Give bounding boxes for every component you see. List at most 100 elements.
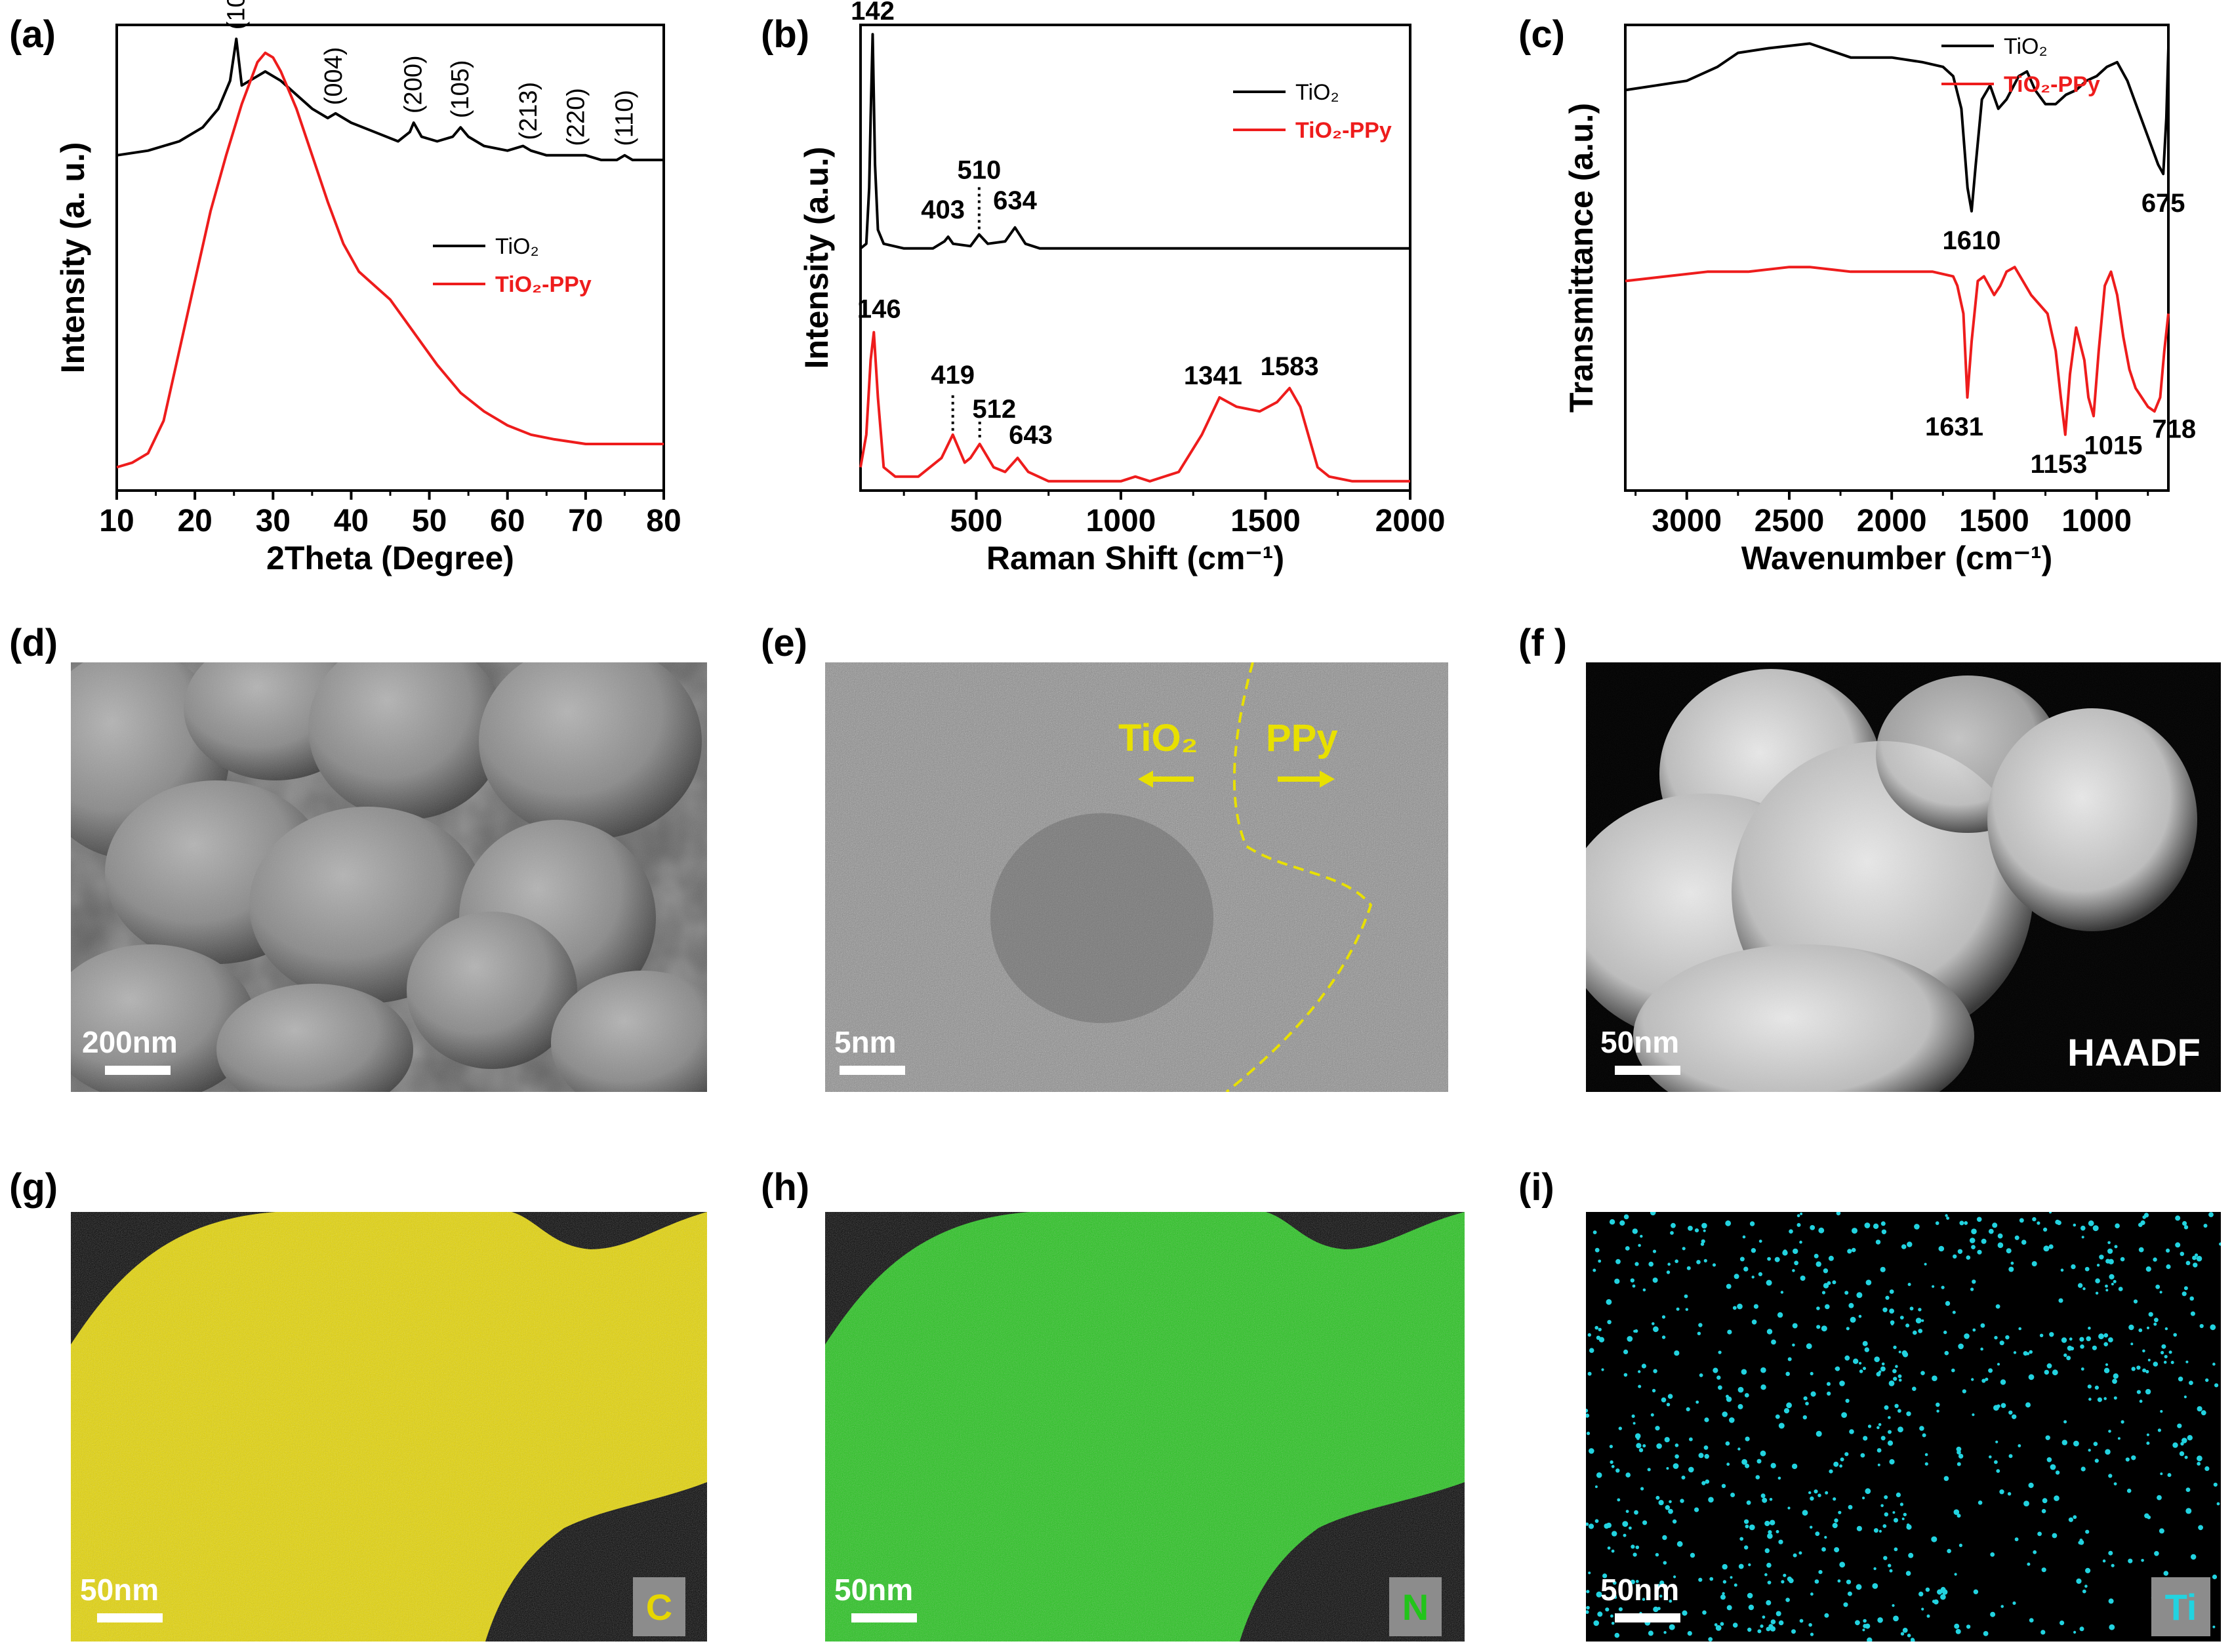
ti-signal-dot xyxy=(1596,1472,1602,1478)
ti-signal-dot xyxy=(1586,1413,1590,1418)
ti-signal-dot xyxy=(2079,1337,2084,1342)
ti-signal-dot xyxy=(2050,1464,2056,1470)
ti-signal-dot xyxy=(1884,1495,1888,1499)
legend-label: TiO₂-PPy xyxy=(1295,118,1392,143)
ti-signal-dot xyxy=(1664,1437,1670,1443)
ti-signal-dot xyxy=(1768,1530,1772,1535)
ti-signal-dot xyxy=(1892,1369,1897,1373)
ti-signal-dot xyxy=(1633,1422,1636,1425)
ti-signal-dot xyxy=(1877,1448,1882,1453)
panel-label-e: (e) xyxy=(761,622,807,664)
ti-signal-dot xyxy=(2109,1624,2115,1630)
ti-signal-dot xyxy=(1745,1463,1750,1468)
ti-signal-dot xyxy=(1687,1631,1692,1636)
ti-signal-dot xyxy=(2185,1260,2191,1266)
ti-signal-dot xyxy=(1690,1552,1695,1558)
element-label-n: N xyxy=(1402,1586,1429,1628)
x-axis-label: 2Theta (Degree) xyxy=(266,540,514,576)
ti-signal-dot xyxy=(1734,1274,1739,1279)
ti-signal-dot xyxy=(1856,1292,1863,1299)
ti-signal-dot xyxy=(1911,1638,1915,1642)
ti-signal-dot xyxy=(1739,1257,1745,1262)
ti-signal-dot xyxy=(1609,1219,1615,1225)
ti-signal-dot xyxy=(1589,1348,1594,1353)
ti-signal-dot xyxy=(1653,1326,1659,1333)
ti-signal-dot xyxy=(2163,1360,2167,1364)
ti-signal-dot xyxy=(2198,1525,2204,1531)
ti-signal-dot xyxy=(1953,1509,1960,1515)
ti-signal-dot xyxy=(2012,1601,2016,1605)
ti-signal-dot xyxy=(1619,1220,1625,1226)
ti-signal-dot xyxy=(1997,1242,2004,1248)
ti-signal-dot xyxy=(1972,1413,1975,1417)
ti-signal-dot xyxy=(1878,1529,1882,1533)
ti-signal-dot xyxy=(1873,1567,1877,1571)
ti-signal-dot xyxy=(2013,1351,2017,1354)
ti-signal-dot xyxy=(1766,1279,1772,1286)
ti-signal-dot xyxy=(1937,1589,1943,1595)
ti-signal-dot xyxy=(1966,1255,1971,1260)
ti-signal-dot xyxy=(1769,1498,1773,1501)
ti-signal-dot xyxy=(1780,1291,1784,1294)
ti-signal-dot xyxy=(1798,1551,1802,1555)
x-tick-label: 60 xyxy=(490,504,525,538)
ti-signal-dot xyxy=(2166,1248,2170,1253)
ti-signal-dot xyxy=(1918,1329,1923,1333)
ti-signal-dot xyxy=(2139,1400,2143,1403)
ti-signal-dot xyxy=(1971,1245,1976,1249)
ti-signal-dot xyxy=(1604,1523,1610,1529)
ti-signal-dot xyxy=(1606,1299,1612,1305)
peak-index-label: (101) xyxy=(222,0,250,30)
ti-signal-dot xyxy=(1777,1312,1783,1318)
ti-signal-dot xyxy=(1588,1571,1591,1575)
panel-label-a: (a) xyxy=(9,13,56,56)
ti-signal-dot xyxy=(1674,1443,1679,1447)
ti-signal-dot xyxy=(2000,1605,2004,1608)
ti-signal-dot xyxy=(1653,1606,1659,1613)
ti-signal-dot xyxy=(1849,1429,1854,1434)
ti-signal-dot xyxy=(2055,1470,2060,1475)
ti-signal-dot xyxy=(1749,1221,1755,1226)
ti-signal-dot xyxy=(1663,1561,1667,1565)
ti-signal-dot xyxy=(1610,1460,1613,1464)
ti-signal-dot xyxy=(1727,1329,1732,1335)
ti-signal-dot xyxy=(2138,1328,2143,1333)
scale-bar-label-i: 50nm xyxy=(1600,1573,1679,1607)
ti-signal-dot xyxy=(1818,1227,1825,1234)
ti-signal-dot xyxy=(2085,1529,2090,1534)
ti-signal-dot xyxy=(1994,1336,1998,1340)
ti-signal-dot xyxy=(1611,1549,1615,1553)
panel-label-b: (b) xyxy=(761,13,809,56)
ti-signal-dot xyxy=(1901,1518,1905,1520)
ti-signal-dot xyxy=(1748,1563,1751,1567)
ti-signal-dot xyxy=(1794,1260,1799,1266)
ti-signal-dot xyxy=(2197,1462,2201,1466)
ti-signal-dot xyxy=(1611,1464,1615,1468)
ti-signal-dot xyxy=(1770,1520,1775,1525)
ti-signal-dot xyxy=(1732,1622,1738,1628)
ti-signal-dot xyxy=(2159,1291,2162,1294)
ti-signal-dot xyxy=(1666,1270,1671,1274)
ti-signal-dot xyxy=(1834,1518,1838,1523)
ti-signal-dot xyxy=(2107,1241,2111,1245)
ti-signal-dot xyxy=(1762,1615,1766,1619)
ti-signal-dot xyxy=(2012,1414,2017,1419)
ti-signal-dot xyxy=(1992,1222,1998,1228)
ti-signal-dot xyxy=(2063,1420,2067,1424)
ti-signal-dot xyxy=(1672,1519,1677,1524)
ti-signal-dot xyxy=(2045,1435,2050,1440)
ti-signal-dot xyxy=(1764,1573,1768,1577)
ti-signal-dot xyxy=(1726,1605,1732,1611)
ti-signal-dot xyxy=(1738,1563,1744,1569)
ti-signal-dot xyxy=(2102,1559,2106,1563)
ti-signal-dot xyxy=(1920,1371,1925,1375)
ti-signal-dot xyxy=(1894,1403,1899,1408)
ti-signal-dot xyxy=(1880,1366,1886,1372)
titanium-signal-dots xyxy=(1586,1212,2221,1642)
ti-signal-dot xyxy=(1720,1594,1726,1600)
ti-signal-dot xyxy=(2155,1284,2161,1289)
ti-signal-dot xyxy=(1671,1222,1676,1228)
ti-signal-dot xyxy=(2181,1291,2187,1297)
ti-signal-dot xyxy=(2096,1264,2100,1267)
ti-signal-dot xyxy=(1945,1214,1948,1217)
